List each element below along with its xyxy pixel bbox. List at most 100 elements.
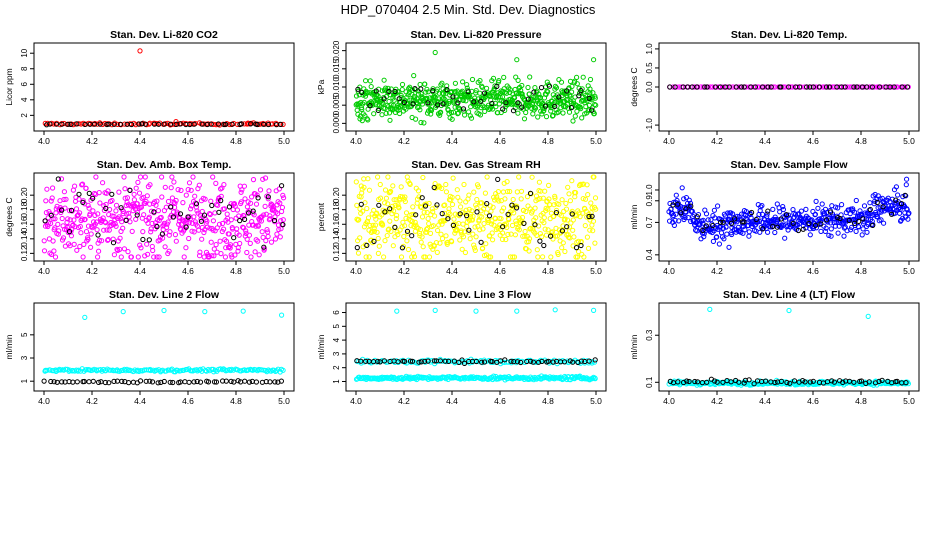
data-point [753, 216, 759, 223]
data-point [94, 227, 100, 233]
data-point [510, 108, 517, 114]
data-point [786, 84, 792, 90]
data-point [541, 108, 547, 114]
data-point [479, 359, 485, 365]
outlier-point [904, 176, 910, 182]
data-point [395, 359, 401, 365]
data-point [65, 121, 71, 127]
data-point [237, 240, 243, 247]
data-point [455, 100, 461, 106]
data-point [385, 85, 391, 92]
data-point [904, 84, 911, 90]
data-point [371, 238, 377, 244]
data-point [150, 247, 156, 254]
data-point [866, 379, 872, 385]
data-point [592, 357, 598, 363]
data-point [670, 202, 676, 208]
data-point [205, 379, 212, 385]
data-point [482, 108, 488, 115]
data-point [439, 185, 445, 191]
data-point [439, 236, 446, 242]
data-point [514, 203, 520, 209]
data-point [519, 91, 525, 97]
data-point [592, 376, 598, 382]
data-point [173, 197, 179, 204]
data-point [448, 110, 454, 116]
panel-title: Stan. Dev. Amb. Box Temp. [97, 159, 232, 171]
data-point [532, 222, 538, 228]
data-point [537, 231, 543, 237]
data-point [111, 378, 117, 384]
data-point [570, 217, 576, 223]
data-point [511, 254, 518, 260]
data-point [780, 84, 786, 90]
data-point [62, 243, 69, 249]
data-point [382, 238, 388, 244]
data-point [864, 229, 870, 235]
data-point [59, 207, 65, 213]
data-point [675, 201, 681, 207]
data-point [818, 221, 824, 227]
x-tick-label: 4.4 [134, 266, 146, 276]
data-point [700, 217, 706, 223]
data-point [272, 379, 278, 385]
data-point [377, 181, 383, 188]
data-point [392, 88, 398, 95]
data-point [728, 379, 734, 385]
x-tick-label: 4.6 [494, 266, 506, 276]
data-point [191, 229, 197, 235]
data-point [434, 86, 440, 92]
series-1 [353, 307, 598, 383]
data-point [46, 236, 53, 242]
data-point [171, 179, 177, 185]
data-point [210, 218, 216, 224]
data-point [409, 218, 415, 224]
data-point [68, 207, 75, 213]
data-point [208, 198, 214, 204]
series-2 [44, 121, 284, 128]
data-point [361, 99, 367, 106]
x-tick-label: 4.2 [711, 266, 723, 276]
data-point [728, 220, 735, 226]
data-point [807, 232, 813, 238]
data-point [158, 379, 164, 385]
data-point [471, 245, 478, 251]
data-point [372, 222, 379, 228]
x-tick-label: 4.4 [446, 136, 458, 146]
data-point [117, 246, 123, 252]
data-point [118, 254, 124, 260]
data-point [871, 201, 877, 207]
x-tick-label: 4.6 [182, 266, 194, 276]
data-point [495, 176, 501, 182]
data-point [161, 121, 167, 127]
data-point [513, 74, 519, 80]
data-point [104, 227, 110, 233]
data-point [563, 200, 569, 206]
x-tick-label: 4.6 [182, 136, 194, 146]
data-point [257, 187, 264, 193]
data-point [515, 224, 521, 230]
data-point [182, 379, 188, 385]
x-tick-label: 4.4 [446, 396, 458, 406]
data-point [552, 195, 558, 201]
data-point [581, 254, 587, 260]
data-point [409, 233, 415, 239]
data-point [570, 359, 576, 365]
data-point [712, 378, 718, 384]
data-point [399, 224, 405, 230]
series-2 [670, 192, 908, 234]
data-point [477, 227, 483, 233]
data-point [205, 366, 211, 373]
data-point [847, 84, 853, 90]
data-point [451, 358, 457, 364]
data-point [76, 121, 82, 127]
data-point [703, 211, 710, 217]
data-point [370, 222, 376, 228]
data-point [552, 83, 559, 90]
data-point [510, 196, 516, 203]
data-point [741, 84, 747, 90]
data-point [361, 176, 367, 182]
data-point [67, 367, 73, 373]
data-point [199, 208, 205, 215]
data-point [822, 228, 829, 234]
